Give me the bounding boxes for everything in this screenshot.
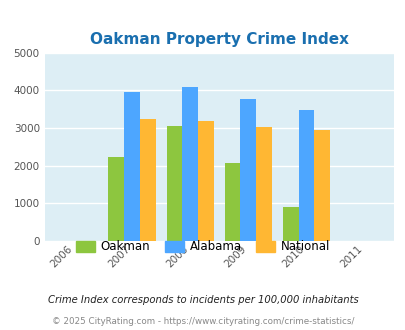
Legend: Oakman, Alabama, National: Oakman, Alabama, National	[71, 236, 334, 258]
Bar	[108, 157, 124, 241]
Bar	[198, 120, 213, 241]
Bar	[298, 110, 313, 241]
Bar	[139, 119, 155, 241]
Bar	[313, 130, 329, 241]
Bar	[256, 126, 271, 241]
Bar	[240, 99, 256, 241]
Title: Oakman Property Crime Index: Oakman Property Crime Index	[90, 32, 348, 48]
Bar	[224, 163, 240, 241]
Text: © 2025 CityRating.com - https://www.cityrating.com/crime-statistics/: © 2025 CityRating.com - https://www.city…	[51, 317, 354, 326]
Bar	[124, 91, 139, 241]
Text: Crime Index corresponds to incidents per 100,000 inhabitants: Crime Index corresponds to incidents per…	[47, 295, 358, 305]
Bar	[182, 87, 198, 241]
Bar	[282, 207, 298, 241]
Bar	[166, 126, 182, 241]
